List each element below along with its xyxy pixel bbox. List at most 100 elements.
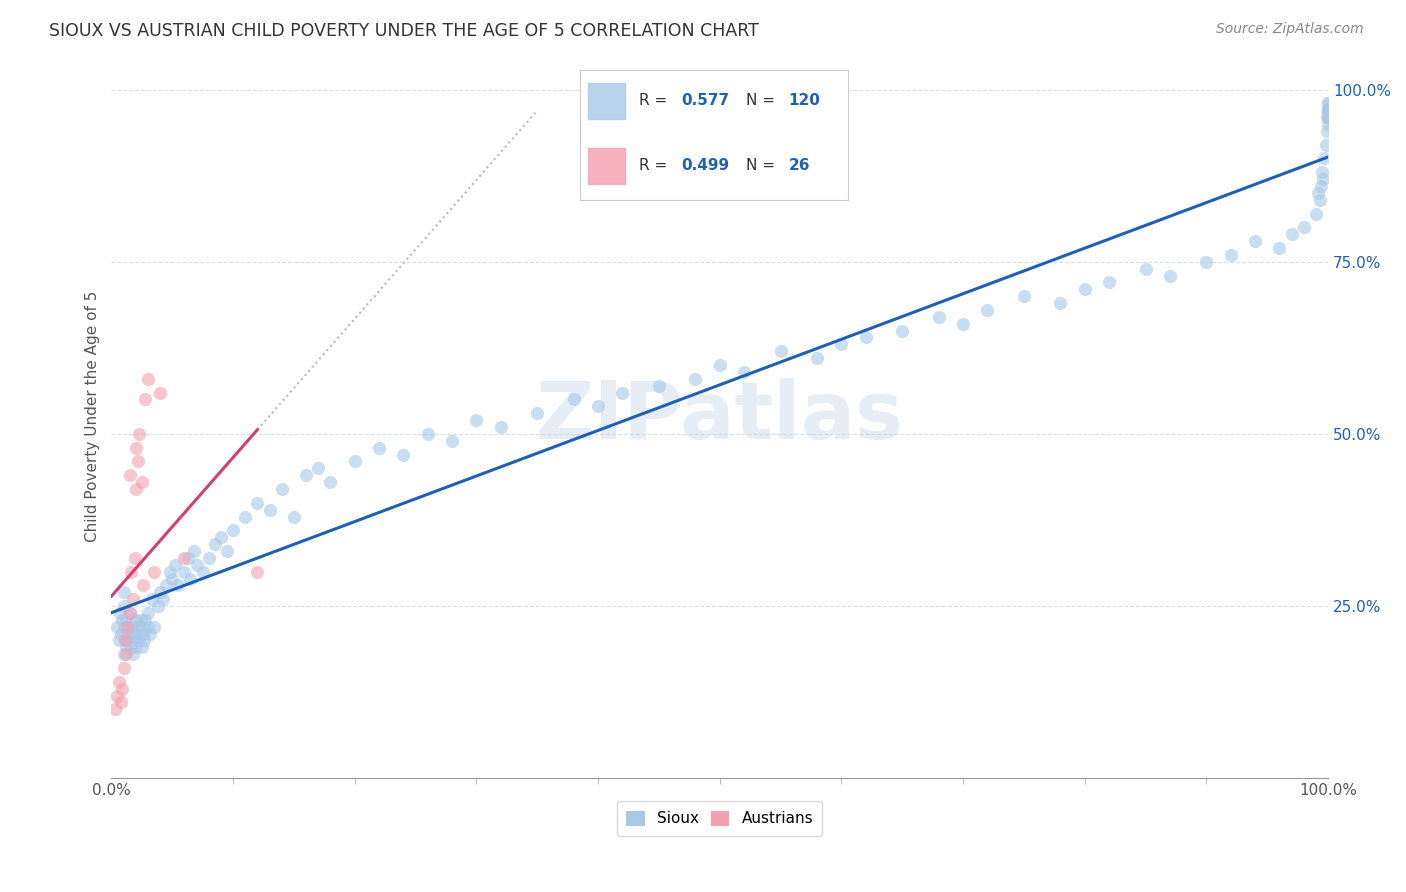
Point [648, 378, 671, 392]
Point [1049, 296, 1071, 310]
Point [246, 565, 269, 579]
Point [769, 344, 792, 359]
Point [976, 302, 998, 317]
Point [112, 620, 135, 634]
Point [159, 565, 181, 579]
Point [270, 482, 292, 496]
Point [118, 620, 141, 634]
Point [131, 620, 153, 634]
Point [146, 599, 169, 613]
Point [685, 372, 707, 386]
Point [124, 633, 146, 648]
Text: Source: ZipAtlas.com: Source: ZipAtlas.com [1216, 22, 1364, 37]
Point [215, 544, 238, 558]
Point [104, 702, 127, 716]
Point [139, 626, 162, 640]
Text: SIOUX VS AUSTRIAN CHILD POVERTY UNDER THE AGE OF 5 CORRELATION CHART: SIOUX VS AUSTRIAN CHILD POVERTY UNDER TH… [49, 22, 759, 40]
Point [1244, 234, 1267, 248]
Point [125, 640, 148, 655]
Point [806, 351, 828, 366]
Point [1317, 103, 1340, 118]
Point [134, 613, 156, 627]
Point [1308, 186, 1330, 200]
Point [952, 317, 974, 331]
Point [114, 633, 136, 648]
Text: ZIPatlas: ZIPatlas [536, 377, 904, 456]
Point [855, 330, 877, 344]
Point [162, 572, 184, 586]
Point [110, 626, 132, 640]
Point [465, 413, 488, 427]
Point [295, 468, 318, 483]
Point [283, 509, 305, 524]
Point [127, 620, 149, 634]
Point [204, 537, 226, 551]
Point [1317, 110, 1340, 124]
Point [121, 620, 143, 634]
Point [562, 392, 585, 407]
Point [392, 448, 415, 462]
Point [1313, 152, 1336, 166]
Point [115, 620, 138, 634]
Point [222, 524, 245, 538]
Point [134, 633, 156, 648]
Point [107, 633, 129, 648]
Point [125, 441, 148, 455]
Point [112, 599, 135, 613]
Point [131, 640, 153, 655]
Point [173, 565, 195, 579]
Point [136, 606, 159, 620]
Point [307, 461, 329, 475]
Point [928, 310, 950, 324]
Point [1012, 289, 1035, 303]
Point [1268, 241, 1291, 255]
Point [120, 565, 142, 579]
Point [1310, 165, 1333, 179]
Point [122, 647, 145, 661]
Point [1219, 248, 1241, 262]
Point [1135, 261, 1157, 276]
Point [891, 324, 914, 338]
Point [191, 565, 214, 579]
Point [1312, 172, 1334, 186]
Point [149, 585, 172, 599]
Point [1074, 282, 1097, 296]
Point [107, 689, 129, 703]
Point [183, 544, 205, 558]
Point [489, 420, 512, 434]
Point [197, 550, 219, 565]
Point [118, 606, 141, 620]
Point [128, 426, 150, 441]
Y-axis label: Child Poverty Under the Age of 5: Child Poverty Under the Age of 5 [86, 291, 100, 542]
Point [115, 640, 138, 655]
Point [122, 592, 145, 607]
Point [117, 633, 139, 648]
Point [132, 578, 155, 592]
Point [1317, 96, 1340, 111]
Point [163, 558, 186, 572]
Point [1317, 96, 1340, 111]
Point [1316, 110, 1339, 124]
Point [1309, 179, 1331, 194]
Point [209, 530, 232, 544]
Point [343, 454, 366, 468]
Point [115, 613, 138, 627]
Point [110, 696, 132, 710]
Point [125, 626, 148, 640]
Point [416, 426, 439, 441]
Point [1316, 124, 1339, 138]
Point [125, 613, 148, 627]
Point [112, 661, 135, 675]
Point [155, 578, 177, 592]
Point [1195, 254, 1218, 268]
Point [709, 358, 731, 372]
Point [1305, 206, 1327, 220]
Point [177, 550, 200, 565]
Point [1309, 193, 1331, 207]
Point [586, 400, 609, 414]
Point [246, 496, 269, 510]
Point [107, 674, 129, 689]
Point [1317, 110, 1340, 124]
Point [259, 502, 281, 516]
Point [526, 406, 548, 420]
